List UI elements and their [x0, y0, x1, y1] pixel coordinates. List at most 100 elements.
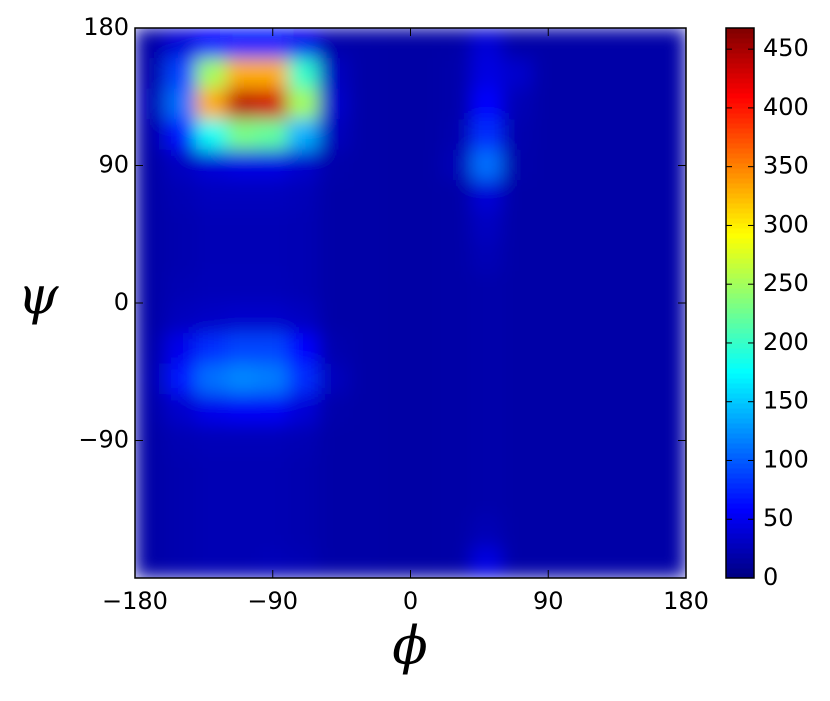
cell	[318, 424, 350, 457]
colorbar-step	[726, 102, 754, 109]
cell	[654, 363, 686, 396]
cell	[287, 363, 320, 396]
colorbar-step	[726, 57, 754, 64]
cell	[318, 516, 350, 548]
colorbar-step	[726, 72, 754, 79]
cell	[471, 58, 503, 90]
y-axis-label: ψ	[18, 267, 60, 327]
colorbar-step	[726, 462, 754, 469]
cell	[135, 455, 167, 487]
cell	[226, 363, 258, 396]
cell	[471, 363, 503, 396]
cell	[165, 210, 197, 243]
cell	[348, 28, 381, 60]
cell	[135, 302, 167, 335]
cell	[440, 424, 473, 457]
cell	[226, 241, 258, 273]
cell	[348, 241, 381, 273]
cell	[563, 485, 595, 518]
cell	[379, 271, 411, 304]
colorbar-step	[726, 522, 754, 529]
colorbar-step	[726, 497, 754, 504]
cell	[563, 302, 595, 335]
colorbar-step	[726, 147, 754, 154]
cell	[532, 394, 565, 426]
colorbar-step	[726, 152, 754, 159]
cell	[318, 271, 350, 304]
cell	[226, 88, 258, 121]
cell	[593, 149, 626, 182]
colorbar-step	[726, 402, 754, 409]
cell	[624, 149, 656, 182]
colorbar-step	[726, 427, 754, 434]
colorbar-step	[726, 447, 754, 454]
cell	[501, 119, 534, 151]
colorbar-step	[726, 322, 754, 329]
colorbar-step	[726, 452, 754, 459]
colorbar-tick-label: 450	[763, 34, 809, 62]
cell	[318, 28, 350, 60]
cell	[410, 271, 442, 304]
colorbar-step	[726, 332, 754, 339]
cell	[563, 28, 595, 60]
cell	[287, 119, 320, 151]
colorbar-step	[726, 227, 754, 234]
cell	[348, 546, 381, 578]
cell	[532, 241, 565, 273]
colorbar-step	[726, 237, 754, 244]
cell	[563, 180, 595, 212]
cell	[410, 88, 442, 121]
colorbar-step	[726, 532, 754, 539]
cell	[471, 302, 503, 335]
cell	[165, 119, 197, 151]
cell	[654, 302, 686, 335]
colorbar-step	[726, 537, 754, 544]
colorbar-step	[726, 397, 754, 404]
colorbar-step	[726, 197, 754, 204]
cell	[563, 119, 595, 151]
cell	[410, 58, 442, 90]
cell	[471, 455, 503, 487]
cell	[379, 485, 411, 518]
colorbar-step	[726, 67, 754, 74]
cell	[501, 333, 534, 365]
cell	[348, 302, 381, 335]
y-tick-label: 90	[98, 151, 129, 179]
cell	[287, 149, 320, 182]
cell	[654, 455, 686, 487]
cell	[379, 180, 411, 212]
colorbar-step	[726, 412, 754, 419]
cell	[624, 180, 656, 212]
cell	[226, 58, 258, 90]
cell	[379, 210, 411, 243]
colorbar-step	[726, 107, 754, 114]
cell	[135, 546, 167, 578]
cell	[563, 516, 595, 548]
cell	[256, 363, 289, 396]
colorbar-step	[726, 367, 754, 374]
cell	[440, 546, 473, 578]
cell	[440, 516, 473, 548]
cell	[563, 241, 595, 273]
cell	[256, 271, 289, 304]
cell	[318, 149, 350, 182]
x-tick-label: 0	[403, 587, 418, 615]
cell	[287, 58, 320, 90]
cell	[410, 546, 442, 578]
y-tick-label: 0	[114, 288, 129, 316]
colorbar-step	[726, 482, 754, 489]
cell	[135, 394, 167, 426]
cell	[501, 210, 534, 243]
cell	[471, 271, 503, 304]
colorbar-step	[726, 82, 754, 89]
cell	[379, 546, 411, 578]
cell	[195, 271, 228, 304]
cell	[135, 210, 167, 243]
cell	[195, 180, 228, 212]
cell	[563, 546, 595, 578]
y-tick-label: 180	[83, 13, 129, 41]
cell	[348, 455, 381, 487]
cell	[440, 363, 473, 396]
cell	[318, 180, 350, 212]
cell	[624, 28, 656, 60]
